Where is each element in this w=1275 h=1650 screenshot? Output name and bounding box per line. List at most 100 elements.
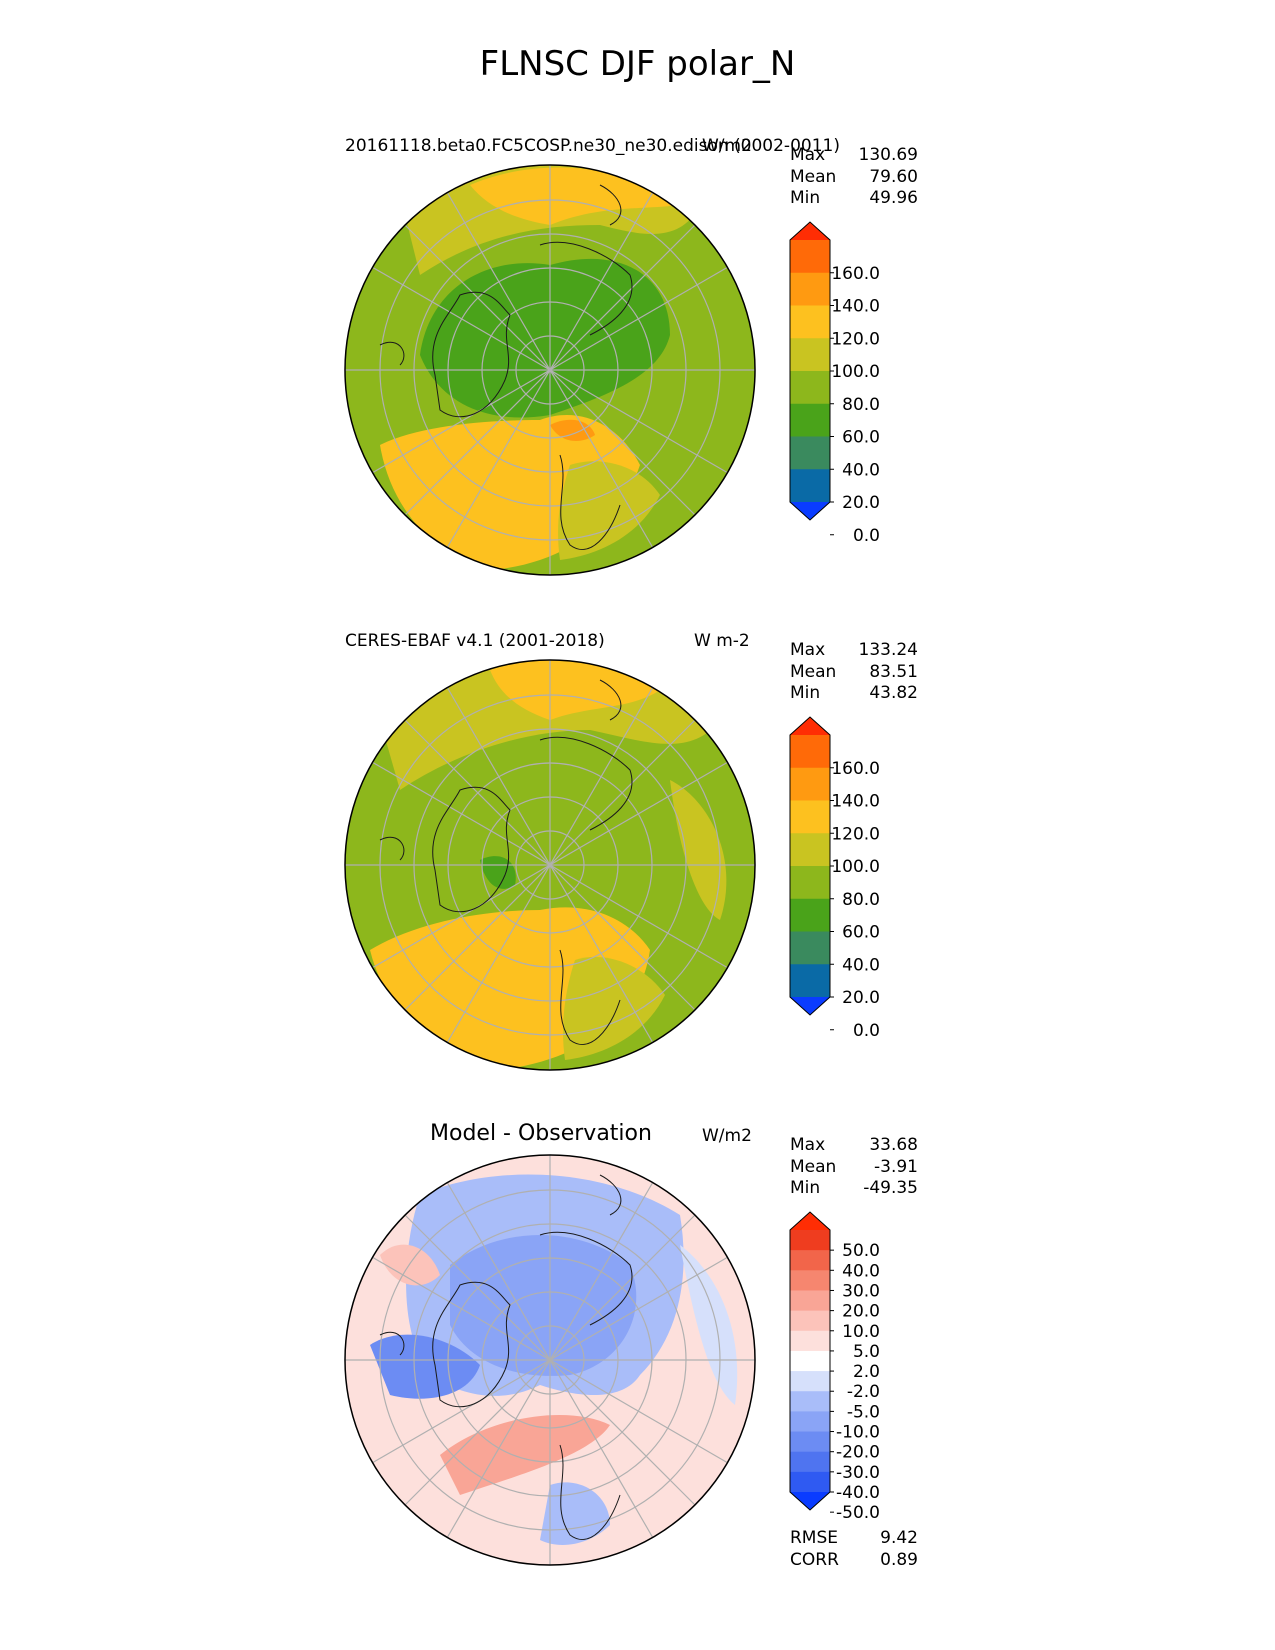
colorbar-tick-label: 80.0 [842, 395, 880, 415]
colorbar-bin [790, 436, 830, 470]
colorbar-tick-label: 5.0 [853, 1342, 880, 1362]
colorbar-extend-max [790, 222, 830, 240]
stat-max-value: 133.24 [858, 640, 918, 660]
colorbar-bin [790, 1411, 830, 1433]
colorbar-bin [790, 403, 830, 438]
colorbar-extend-max [790, 717, 830, 735]
rmse-label: RMSE [790, 1528, 839, 1548]
colorbar-bin [790, 1431, 830, 1453]
colorbar-bin [790, 272, 830, 307]
graticule [345, 165, 755, 575]
colorbar-tick-label: 20.0 [842, 1302, 880, 1322]
panel3-stats: Max 33.68 Mean -3.91 Min -49.35 [790, 1135, 918, 1200]
field-region-alaska-positive [380, 1244, 440, 1286]
colorbar-bin [790, 833, 830, 867]
field-region-pacific [470, 167, 680, 225]
colorbar-bin [790, 898, 830, 933]
field-region-pacific [490, 660, 660, 720]
coastlines [379, 1174, 633, 1540]
colorbar-bin [790, 1451, 830, 1473]
field-region-canada [370, 1334, 480, 1399]
field-region-arctic-core [450, 1235, 637, 1376]
colorbar-tick-label: 40.0 [842, 1261, 880, 1281]
colorbar-tick-label: 60.0 [842, 923, 880, 943]
panel1-units: W/m2 [702, 136, 752, 156]
colorbar-bin [790, 1330, 830, 1352]
colorbar-tick-label: -40.0 [836, 1483, 880, 1503]
corr-label: CORR [790, 1549, 839, 1570]
colorbar-tick-label: 140.0 [831, 297, 880, 317]
stat-max-label: Max [790, 145, 826, 165]
colorbar-bin [790, 735, 830, 769]
colorbar-tick-label: 100.0 [831, 362, 880, 382]
colorbar-bin [790, 1350, 830, 1372]
panel2-case-title: CERES-EBAF v4.1 (2001-2018) [345, 631, 605, 651]
field-region-europe [558, 461, 660, 560]
colorbar-tick-label: 120.0 [831, 824, 880, 844]
colorbar-tick-label: -2.0 [847, 1382, 880, 1402]
stat-max-label: Max [790, 640, 826, 660]
colorbar-bin [790, 767, 830, 802]
colorbar-bin [790, 1471, 830, 1493]
colorbar-bin [790, 866, 830, 900]
panel2-colorbar: 160.0 140.0 120.0 100.0 80.0 60.0 40.0 20.0 0.0 [789, 716, 880, 1041]
panel1-case-title: 20161118.beta0.FC5COSP.ne30_ne30.edison … [345, 136, 840, 156]
colorbar-bin [790, 371, 830, 405]
field-region-east [670, 780, 727, 920]
field-region-positive-band [440, 1415, 610, 1495]
stat-min-value: 49.96 [869, 188, 918, 208]
stat-max-value: 130.69 [858, 145, 918, 165]
colorbar-extend-min [790, 1492, 830, 1510]
field-region-east [680, 1245, 738, 1405]
colorbar-tick-label: 120.0 [831, 329, 880, 349]
colorbar-tick-label: 10.0 [842, 1322, 880, 1342]
colorbar-bin [790, 1371, 830, 1392]
stat-min-value: -49.35 [863, 1178, 918, 1198]
panel3-metrics: RMSE 9.42 CORR 0.89 [790, 1528, 918, 1571]
colorbar-bin [790, 931, 830, 965]
colorbar-bin [790, 1290, 830, 1312]
stat-min-label: Min [790, 683, 821, 703]
colorbar-tick-label: 160.0 [831, 264, 880, 284]
corr-value: 0.89 [880, 1549, 918, 1570]
stat-max-label: Max [790, 1135, 826, 1155]
colorbar-tick-label: 40.0 [842, 955, 880, 975]
stat-min-value: 43.82 [869, 683, 918, 703]
coastlines [379, 679, 633, 1045]
colorbar-tick-label: 20.0 [842, 493, 880, 513]
colorbar-tick-label: 2.0 [853, 1362, 880, 1382]
colorbar-bin [790, 800, 830, 834]
stat-min-label: Min [790, 188, 821, 208]
colorbar-tick-label: 20.0 [842, 988, 880, 1008]
stat-min-label: Min [790, 1178, 821, 1198]
graticule [345, 660, 755, 1070]
colorbar-bin [790, 1230, 830, 1251]
colorbar-bin [790, 1391, 830, 1412]
colorbar-tick-label: 30.0 [842, 1281, 880, 1301]
stat-mean-label: Mean [790, 1156, 837, 1177]
colorbar-tick-label: 60.0 [842, 428, 880, 448]
colorbar-tick-label: 40.0 [842, 460, 880, 480]
colorbar-tick-label: -10.0 [836, 1423, 880, 1443]
panel1-stats: Max 130.69 Mean 79.60 Min 49.96 [790, 145, 918, 210]
graticule [345, 1155, 755, 1565]
figure-title: FLNSC DJF polar_N [479, 44, 796, 84]
colorbar-bin [790, 305, 830, 339]
colorbar-bin [790, 469, 830, 503]
field-region-low [480, 856, 516, 889]
colorbar-extend-max [790, 1212, 830, 1230]
panel3-polar-map [344, 1154, 756, 1566]
colorbar-tick-label: 50.0 [842, 1241, 880, 1261]
panel3-colorbar: 50.040.030.020.010.05.02.0-2.0-5.0-10.0-… [789, 1211, 880, 1523]
colorbar-tick-label: 0.0 [853, 526, 880, 546]
colorbar-tick-label: 80.0 [842, 890, 880, 910]
colorbar-bin [790, 1250, 830, 1271]
coastlines [379, 184, 633, 550]
colorbar-tick-label: 160.0 [831, 759, 880, 779]
panel2-polar-map [344, 659, 756, 1071]
colorbar-tick-label: -50.0 [836, 1503, 880, 1523]
colorbar-tick-label: 140.0 [831, 792, 880, 812]
colorbar-extend-min [790, 997, 830, 1015]
colorbar-bin [790, 964, 830, 998]
stat-mean-value: 79.60 [869, 166, 918, 187]
